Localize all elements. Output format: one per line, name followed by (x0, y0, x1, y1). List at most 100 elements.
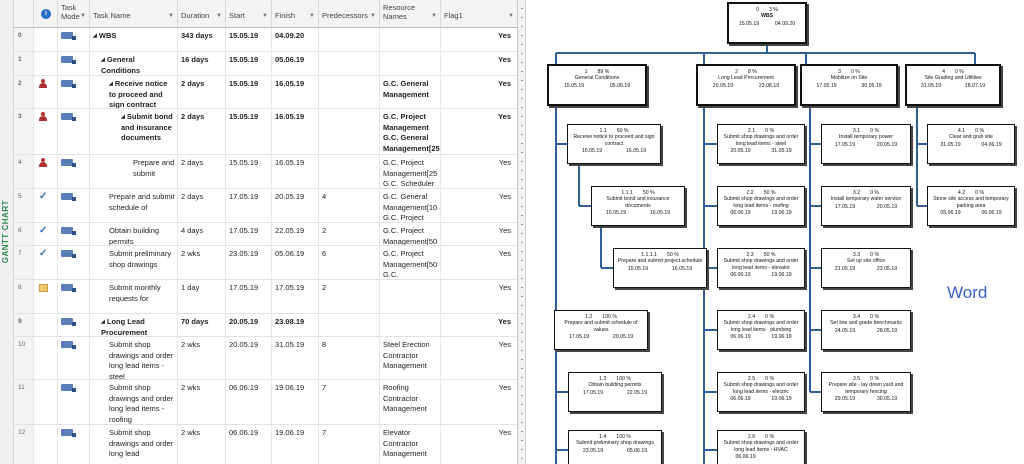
task-row[interactable]: 11 Submit shop drawings and order long le… (14, 380, 517, 425)
task-mode-cell[interactable] (58, 223, 90, 245)
indicator-cell[interactable] (34, 76, 58, 108)
task-name-cell[interactable]: ◢ WBS (90, 28, 178, 51)
task-row[interactable]: 1 ◢ General Conditions 16 days 15.05.19 05.06… (14, 52, 517, 76)
finish-cell[interactable]: 16.05.19 (272, 76, 319, 108)
wbs-node[interactable]: 2.3 50 % Submit shop drawings and order lo… (717, 248, 805, 288)
chevron-down-icon[interactable]: ▼ (309, 13, 315, 19)
task-row[interactable]: 2 ◢ Receive notice to proceed and sign con… (14, 76, 517, 109)
task-row[interactable]: 6 ✓ Obtain building permits 4 days 17.05.19 2… (14, 223, 517, 246)
duration-cell[interactable]: 2 wks (178, 380, 226, 424)
indicator-cell[interactable] (34, 280, 58, 313)
chevron-down-icon[interactable]: ▼ (262, 13, 268, 19)
start-cell[interactable]: 23.05.19 (226, 246, 272, 279)
wbs-node[interactable]: 3.3 0 % Set up site office 21.05.19 23.05.19 (821, 248, 911, 288)
duration-cell[interactable]: 2 wks (178, 337, 226, 379)
task-row[interactable]: 12 Submit shop drawings and order long le… (14, 425, 517, 464)
chevron-down-icon[interactable]: ▼ (216, 13, 222, 19)
duration-header[interactable]: Duration ▼ (178, 0, 226, 28)
wbs-node[interactable]: 2.2 50 % Submit shop drawings and order lo… (717, 186, 805, 226)
row-id[interactable]: 0 (14, 28, 34, 51)
indicator-cell[interactable] (34, 425, 58, 464)
indicator-cell[interactable] (34, 337, 58, 379)
row-id[interactable]: 5 (14, 189, 34, 222)
indicator-cell[interactable] (34, 109, 58, 154)
task-name-cell[interactable]: ◢ Receive notice to proceed and sign cont… (90, 76, 178, 108)
flag1-cell[interactable]: Yes (441, 189, 517, 222)
resource-cell[interactable]: G.C. Project Management G.C. General Man… (380, 109, 441, 154)
predecessors-header[interactable]: Predecessors ▼ (319, 0, 380, 28)
collapse-triangle-icon[interactable]: ◢ (93, 33, 97, 39)
predecessors-cell[interactable]: 6 (319, 246, 380, 279)
duration-cell[interactable]: 343 days (178, 28, 226, 51)
start-cell[interactable]: 20.05.19 (226, 337, 272, 379)
task-name-cell[interactable]: Submit shop drawings and order long lead (90, 425, 178, 464)
indicator-cell[interactable]: ✓ (34, 246, 58, 279)
task-row[interactable]: 10 Submit shop drawings and order long le… (14, 337, 517, 380)
predecessors-cell[interactable] (319, 76, 380, 108)
finish-cell[interactable]: 05.06.19 (272, 246, 319, 279)
start-cell[interactable]: 06.06.19 (226, 425, 272, 464)
task-mode-cell[interactable] (58, 380, 90, 424)
wbs-node[interactable]: 2.6 0 % Submit shop drawings and order lon… (717, 430, 805, 464)
flag1-cell[interactable]: Yes (441, 223, 517, 245)
duration-cell[interactable]: 2 days (178, 76, 226, 108)
duration-cell[interactable]: 70 days (178, 314, 226, 336)
task-mode-cell[interactable] (58, 246, 90, 279)
flag1-cell[interactable]: Yes (441, 76, 517, 108)
resource-cell[interactable] (380, 28, 441, 51)
wbs-node[interactable]: 1.1.1.1 50 % Prepare and submit project sc… (613, 248, 707, 288)
wbs-node[interactable]: 1.1 50 % Receive notice to proceed and sig… (567, 124, 661, 164)
predecessors-cell[interactable] (319, 28, 380, 51)
duration-cell[interactable]: 4 days (178, 223, 226, 245)
start-cell[interactable]: 20.05.19 (226, 314, 272, 336)
task-row[interactable]: 9 ◢ Long Lead Procurement 70 days 20.05.19 23… (14, 314, 517, 337)
predecessors-cell[interactable]: 7 (319, 380, 380, 424)
task-row[interactable]: 0 ◢ WBS 343 days 15.05.19 04.09.20 Yes (14, 28, 517, 52)
wbs-node[interactable]: 4 0 % Site Grading and Utilities 31.05.19 18… (905, 64, 1001, 106)
wbs-node[interactable]: 3 0 % Mobilize on Site 17.05.19 30.05.19 (800, 64, 898, 106)
task-name-cell[interactable]: Submit monthly requests for (90, 280, 178, 313)
task-name-header[interactable]: Task Name ▼ (90, 0, 178, 28)
resource-cell[interactable]: Steel Erection Contractor Management (380, 337, 441, 379)
resource-cell[interactable]: G.C. General Management (380, 76, 441, 108)
task-mode-cell[interactable] (58, 76, 90, 108)
indicator-cell[interactable] (34, 380, 58, 424)
resource-cell[interactable] (380, 314, 441, 336)
finish-cell[interactable]: 19.06.19 (272, 425, 319, 464)
flag1-header[interactable]: Flag1 ▼ (441, 0, 517, 28)
task-mode-cell[interactable] (58, 155, 90, 188)
task-row[interactable]: 7 ✓ Submit preliminary shop drawings 2 wks 2… (14, 246, 517, 280)
indicator-cell[interactable] (34, 155, 58, 188)
task-mode-cell[interactable] (58, 52, 90, 75)
finish-cell[interactable]: 16.05.19 (272, 155, 319, 188)
predecessors-cell[interactable] (319, 155, 380, 188)
wbs-node[interactable]: 4.1 0 % Clear and grub site 31.05.19 04.06.1… (927, 124, 1015, 164)
resource-cell[interactable]: G.C. Project Management[50 G.C. (380, 246, 441, 279)
duration-cell[interactable]: 16 days (178, 52, 226, 75)
resource-cell[interactable]: Roofing Contractor Management (380, 380, 441, 424)
start-cell[interactable]: 15.05.19 (226, 109, 272, 154)
start-cell[interactable]: 17.05.19 (226, 223, 272, 245)
predecessors-cell[interactable] (319, 52, 380, 75)
start-cell[interactable]: 15.05.19 (226, 52, 272, 75)
flag1-cell[interactable]: Yes (441, 337, 517, 379)
task-name-cell[interactable]: Submit shop drawings and order long lead… (90, 380, 178, 424)
chevron-down-icon[interactable]: ▼ (508, 13, 514, 19)
predecessors-cell[interactable] (319, 314, 380, 336)
chevron-down-icon[interactable]: ▼ (431, 13, 437, 19)
flag1-cell[interactable]: Yes (441, 246, 517, 279)
resource-cell[interactable]: G.C. Project Management[50 (380, 223, 441, 245)
flag1-cell[interactable]: Yes (441, 155, 517, 188)
start-cell[interactable]: 15.05.19 (226, 155, 272, 188)
row-id[interactable]: 9 (14, 314, 34, 336)
task-mode-header[interactable]: Task Mode ▼ (58, 0, 90, 28)
wbs-node[interactable]: 1.3 100 % Obtain building permits 17.05.19 2… (568, 372, 662, 412)
collapse-triangle-icon[interactable]: ◢ (109, 81, 113, 87)
wbs-node[interactable]: 1.2 100 % Prepare and submit schedule of v… (554, 310, 648, 350)
wbs-node[interactable]: 2 8 % Long Lead Procurement 20.05.19 23.08.1… (696, 64, 796, 106)
resource-cell[interactable] (380, 280, 441, 313)
chevron-down-icon[interactable]: ▼ (80, 13, 86, 19)
flag1-cell[interactable]: Yes (441, 28, 517, 51)
pane-splitter[interactable] (518, 0, 526, 464)
task-name-cell[interactable]: ◢ General Conditions (90, 52, 178, 75)
